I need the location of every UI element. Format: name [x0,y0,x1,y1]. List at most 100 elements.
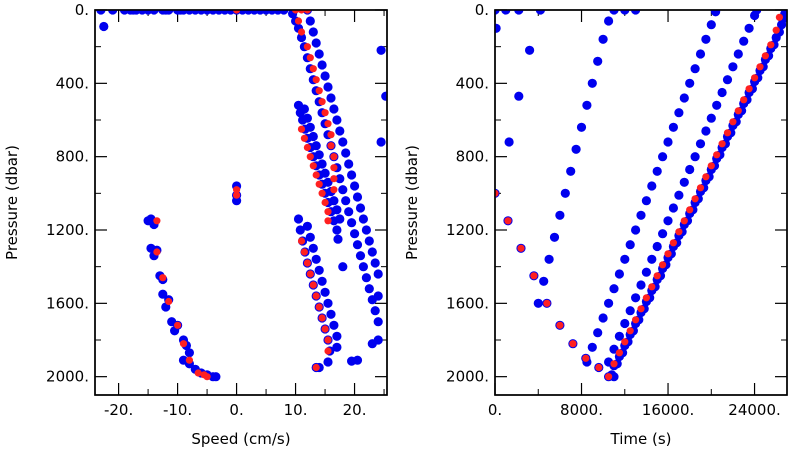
data-point [306,270,314,278]
data-point [294,17,303,25]
data-point [329,320,339,330]
time-panel: 0. 400. 800. 1200. 1600. 2000. 0. 8000. 16000. 24… [403,1,788,448]
data-point [593,56,603,66]
data-point [615,349,624,357]
data-point [324,347,332,355]
data-point [598,313,608,323]
data-point [675,228,683,236]
data-point [308,131,318,142]
data-point [318,189,326,197]
data-point [350,181,360,191]
data-point [158,289,168,299]
data-point [647,254,657,264]
data-point [695,49,706,59]
data-point [691,195,699,203]
data-point [669,239,678,247]
data-point [739,36,749,46]
x-tick-label: 0. [229,401,243,419]
y-tick-label: 400. [56,74,89,92]
data-point [327,142,335,150]
data-point [309,281,317,289]
data-point [631,225,641,235]
data-point [706,20,716,30]
data-point [744,23,754,33]
data-point [329,104,339,114]
data-point [306,54,314,62]
data-point [358,214,368,224]
data-point [625,240,635,250]
data-point [323,82,333,92]
plot-frame-outline [94,9,388,396]
data-point [587,342,597,352]
data-point [326,93,336,103]
data-point [604,16,614,26]
data-point [344,159,354,169]
data-point [712,100,722,110]
data-point [309,162,317,170]
data-point [605,373,613,381]
data-point [321,109,329,117]
data-point [344,207,354,217]
y-tick-label: 1200. [46,221,89,239]
data-point [539,276,549,286]
data-point [324,217,332,225]
data-point [367,339,377,349]
data-point [279,10,289,15]
data-point [775,13,784,21]
data-point [305,16,315,26]
data-point [609,284,619,294]
x-tick-label: 16000. [642,401,695,419]
points-layer [495,10,787,382]
data-point [314,150,324,160]
data-point [610,360,618,368]
data-point [711,10,721,17]
data-point [323,177,333,187]
data-point [636,280,646,290]
data-point [733,49,743,59]
y-tick-label: 1600. [46,294,89,312]
data-point [658,152,668,162]
data-point [647,181,657,191]
data-point [312,292,320,300]
data-point [530,272,538,280]
data-point [233,186,241,194]
speed-panel: 0. 400. 800. 1200. 1600. 2000. -20. -10. 0. 10. 20… [3,1,388,448]
data-point [295,225,305,235]
data-point [153,248,161,256]
data-point [501,10,511,15]
data-point [303,10,311,14]
data-point [632,316,640,324]
data-point [315,303,323,311]
data-point [317,276,327,286]
data-point [663,137,673,147]
data-point [543,299,551,307]
data-point [174,321,182,329]
data-point [701,34,711,44]
y-tick-label: 800. [56,148,89,166]
data-point [373,291,383,301]
data-point [653,272,661,280]
plot-frame [494,9,788,396]
data-point [685,164,695,175]
data-point [376,137,386,147]
data-point [701,126,711,136]
data-point [315,87,323,95]
data-point [745,85,753,93]
data-point [696,184,705,192]
data-point [641,267,652,277]
data-point [576,122,587,132]
series-filtered [495,13,784,381]
data-point [311,254,321,264]
data-point [674,190,684,200]
data-point [642,294,651,302]
data-point [302,113,312,123]
data-point [631,10,641,15]
data-point [335,126,345,136]
data-point [332,342,342,352]
data-point [332,205,342,215]
data-point [308,27,318,37]
data-point [232,196,242,206]
data-point [341,148,351,158]
data-point [153,217,161,225]
data-point [318,314,326,322]
